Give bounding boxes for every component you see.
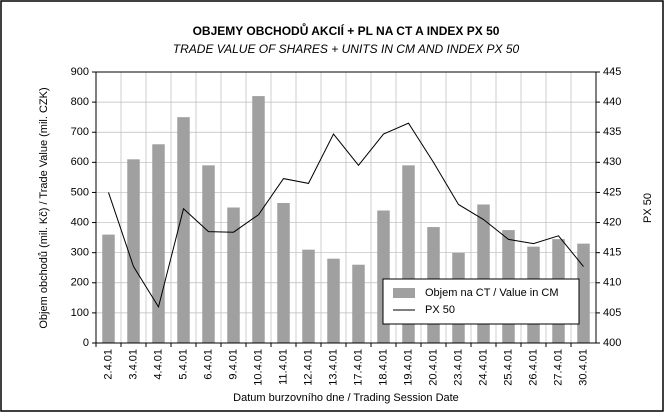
y2-tick-label: 405 [603, 307, 621, 319]
x-tick-label: 4.4.01 [152, 349, 164, 380]
y-tick-label: 900 [71, 66, 89, 78]
bar [252, 96, 265, 343]
x-tick-label: 20.4.01 [427, 349, 439, 386]
x-tick-label: 10.4.01 [252, 349, 264, 386]
y-tick-label: 600 [71, 156, 89, 168]
x-axis-label: Datum burzovního dne / Trading Session D… [233, 392, 459, 404]
y2-tick-label: 400 [603, 337, 621, 349]
bar [327, 258, 340, 343]
bar [127, 159, 140, 343]
bar [177, 117, 190, 344]
x-tick-label: 13.4.01 [327, 349, 339, 386]
x-tick-label: 3.4.01 [127, 349, 139, 380]
y2-axis-label: PX 50 [642, 193, 654, 223]
y2-tick-label: 440 [603, 96, 621, 108]
legend-swatch [393, 288, 415, 298]
legend-label: Objem na CT / Value in CM [425, 287, 558, 299]
y-axis-label: Objem obchodů (mil. Kč) / Trade Value (m… [38, 87, 50, 328]
chart-title: OBJEMY OBCHODŮ AKCIÍ + PL NA CT A INDEX … [193, 22, 500, 38]
bar [152, 144, 165, 343]
x-tick-label: 5.4.01 [177, 349, 189, 380]
legend-box [382, 278, 580, 325]
bar [577, 243, 590, 343]
legend-label: PX 50 [425, 304, 455, 316]
y-tick-label: 700 [71, 126, 89, 138]
y-tick-label: 300 [71, 247, 89, 259]
y2-tick-label: 415 [603, 247, 621, 259]
y-tick-label: 200 [71, 277, 89, 289]
line [108, 122, 584, 309]
x-tick-label: 23.4.01 [452, 349, 464, 386]
x-tick-label: 12.4.01 [302, 349, 314, 386]
x-tick-label: 26.4.01 [527, 349, 539, 386]
bar [102, 234, 115, 343]
y-tick-label: 800 [71, 96, 89, 108]
y-tick-label: 400 [71, 216, 89, 228]
x-tick-label: 24.4.01 [477, 349, 489, 386]
y2-tick-label: 420 [603, 216, 621, 228]
y-tick-label: 500 [71, 186, 89, 198]
x-tick-label: 19.4.01 [402, 349, 414, 386]
x-tick-label: 18.4.01 [377, 349, 389, 386]
x-tick-label: 6.4.01 [202, 349, 214, 380]
x-tick-label: 25.4.01 [502, 349, 514, 386]
y-tick-label: 100 [71, 307, 89, 319]
bar [227, 207, 240, 343]
bar [202, 165, 215, 343]
y2-tick-label: 435 [603, 126, 621, 138]
y2-tick-label: 425 [603, 186, 621, 198]
bar [302, 249, 315, 343]
x-tick-label: 2.4.01 [102, 349, 114, 380]
x-tick-label: 27.4.01 [552, 349, 564, 386]
x-tick-label: 11.4.01 [277, 349, 289, 385]
y2-tick-label: 445 [603, 66, 621, 78]
bar [277, 202, 290, 343]
chart-subtitle: TRADE VALUE OF SHARES + UNITS IN CM AND … [173, 42, 520, 56]
x-tick-label: 30.4.01 [577, 349, 589, 386]
y2-tick-label: 410 [603, 277, 621, 289]
x-tick-label: 9.4.01 [227, 349, 239, 380]
y2-tick-label: 430 [603, 156, 621, 168]
bar [352, 264, 365, 343]
x-tick-label: 17.4.01 [352, 349, 364, 386]
y-tick-label: 0 [83, 337, 89, 349]
